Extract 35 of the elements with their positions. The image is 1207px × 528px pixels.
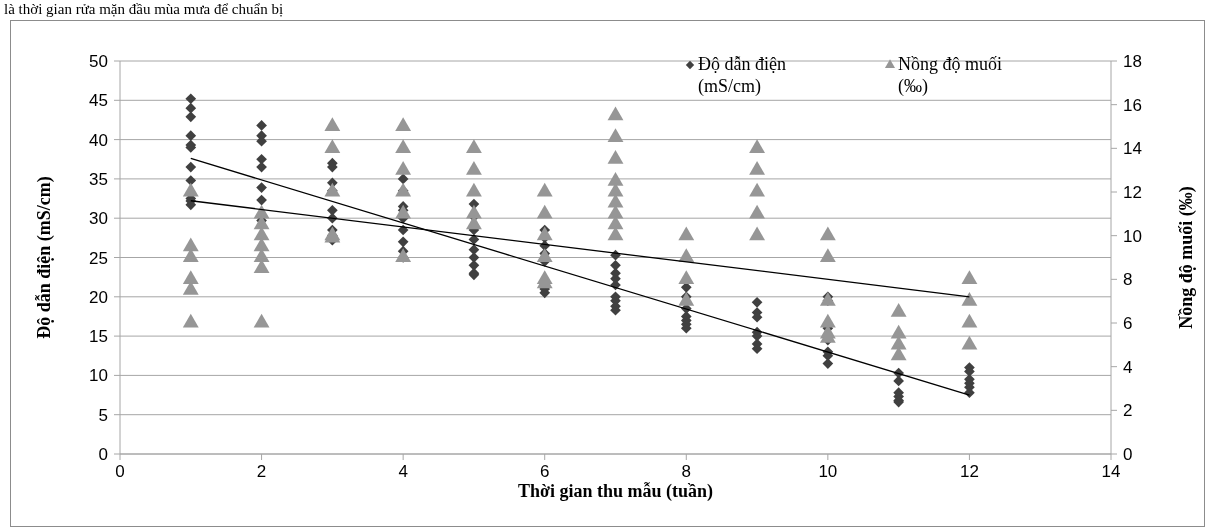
text: là thời gian rửa mặn đầu mùa mưa để chuẩn bị: [4, 1, 284, 17]
x-tick-label: 0: [115, 462, 125, 481]
y-tick-label: 25: [89, 248, 108, 268]
y-tick-label: 0: [98, 445, 108, 464]
y-tick-label: 35: [89, 169, 108, 189]
y-tick-label: 40: [89, 130, 108, 150]
x-tick-label: 12: [959, 462, 979, 481]
y2-tick-label: 8: [1123, 270, 1133, 290]
y2-tick-label: 6: [1123, 314, 1133, 333]
y-tick-label: 20: [89, 287, 108, 307]
legend-label: Nồng độ muối (‰): [898, 54, 1003, 97]
y-tick-label: 15: [89, 327, 108, 347]
y-tick-label: 5: [98, 405, 108, 425]
x-tick-label: 4: [398, 462, 408, 481]
y-tick-label: 45: [89, 91, 108, 111]
y2-tick-label: 16: [1123, 95, 1142, 115]
x-tick-label: 10: [818, 462, 838, 481]
x-tick-label: 2: [256, 462, 267, 481]
y-tick-label: 30: [89, 209, 108, 229]
x-tick-label: 6: [539, 462, 550, 481]
y2-axis-title: Nồng độ muối (‰): [1176, 186, 1197, 329]
y-tick-label: 10: [89, 366, 108, 386]
y2-tick-label: 4: [1123, 357, 1133, 377]
x-axis-title: Thời gian thu mẫu (tuần): [517, 481, 714, 502]
y2-tick-label: 14: [1123, 139, 1142, 159]
y2-tick-label: 2: [1123, 401, 1133, 421]
x-tick-label: 14: [1101, 462, 1121, 481]
y-axis-title: Độ dẫn điện (mS/cm): [34, 176, 55, 339]
y2-tick-label: 0: [1123, 445, 1133, 464]
y2-tick-label: 10: [1123, 226, 1142, 246]
x-tick-label: 8: [681, 462, 692, 481]
y2-tick-label: 18: [1123, 52, 1142, 71]
legend-label: Độ dẫn điện (mS/cm): [698, 54, 786, 97]
y2-tick-label: 12: [1123, 183, 1142, 202]
y-tick-label: 50: [89, 52, 108, 71]
